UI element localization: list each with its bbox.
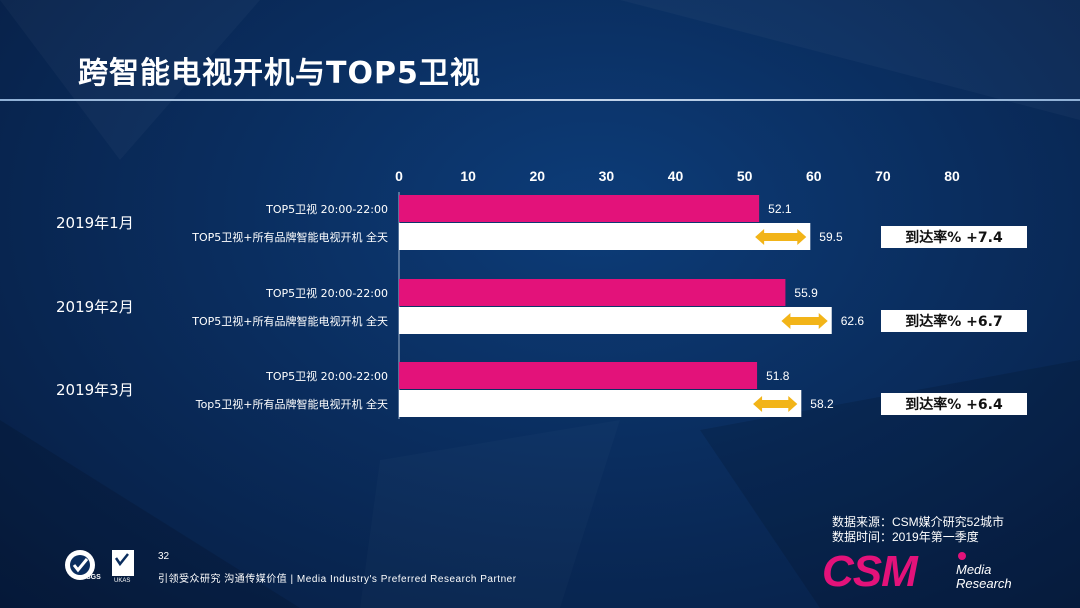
x-tick-label: 60 [806, 168, 822, 184]
bar-value-label: 58.2 [810, 397, 834, 411]
csm-logo-subtitle: Media Research [956, 563, 1012, 591]
x-tick-label: 10 [460, 168, 476, 184]
x-tick-label: 40 [668, 168, 684, 184]
group-label: 2019年3月 [56, 381, 134, 399]
bar [399, 279, 786, 306]
bar-category-label: TOP5卫视+所有品牌智能电视开机 全天 [191, 230, 388, 244]
annotation-label: 到达率% +6.7 [905, 313, 1002, 330]
bar-category-label: TOP5卫视+所有品牌智能电视开机 全天 [191, 314, 388, 328]
sgs-label: SGS [86, 574, 101, 581]
title-divider [0, 99, 1080, 101]
csm-logo: CSM [822, 547, 918, 596]
x-tick-label: 50 [737, 168, 753, 184]
source-note: 数据来源：CSM媒介研究52城市 数据时间：2019年第一季度 [832, 515, 1004, 545]
page-number: 32 [158, 551, 170, 562]
ukas-label: UKAS [114, 578, 131, 584]
page-title: 跨智能电视开机与TOP5卫视 [78, 56, 481, 91]
registered-mark [958, 552, 966, 560]
bar-category-label: TOP5卫视 20:00-22:00 [265, 286, 388, 300]
x-tick-label: 20 [529, 168, 545, 184]
annotation-label: 到达率% +7.4 [905, 229, 1003, 246]
bar [399, 390, 802, 417]
bar-value-label: 55.9 [794, 286, 818, 300]
difference-arrow-icon [781, 313, 828, 329]
annotation-box [881, 393, 1027, 415]
group-label: 2019年2月 [56, 298, 134, 316]
x-tick-label: 70 [875, 168, 891, 184]
x-tick-label: 30 [599, 168, 615, 184]
annotation-label: 到达率% +6.4 [905, 396, 1003, 413]
bar-value-label: 52.1 [768, 202, 792, 216]
bar-value-label: 62.6 [841, 314, 865, 328]
bar [399, 223, 811, 250]
bar-category-label: TOP5卫视 20:00-22:00 [265, 202, 388, 216]
x-tick-label: 80 [944, 168, 960, 184]
tagline: 引领受众研究 沟通传媒价值 | Media Industry's Preferr… [158, 574, 517, 585]
bar [399, 195, 760, 222]
bar-value-label: 59.5 [819, 230, 843, 244]
csm-logo-media: Media [956, 562, 992, 577]
date-line: 数据时间：2019年第一季度 [832, 530, 979, 544]
difference-arrow-icon [755, 229, 807, 245]
bar-value-label: 51.8 [766, 369, 790, 383]
bar [399, 362, 758, 389]
bar-category-label: TOP5卫视 20:00-22:00 [265, 369, 388, 383]
certification-icon [65, 550, 134, 580]
annotation-box [881, 226, 1027, 248]
difference-arrow-icon [753, 396, 798, 412]
csm-logo-research: Research [956, 576, 1012, 591]
annotation-box [881, 310, 1027, 332]
group-label: 2019年1月 [56, 214, 134, 232]
certification-logos: SGS UKAS [64, 546, 144, 591]
source-line: 数据来源：CSM媒介研究52城市 [832, 515, 1005, 529]
bar-category-label: Top5卫视+所有品牌智能电视开机 全天 [195, 397, 388, 411]
bar [399, 307, 832, 334]
x-tick-label: 0 [395, 168, 403, 184]
